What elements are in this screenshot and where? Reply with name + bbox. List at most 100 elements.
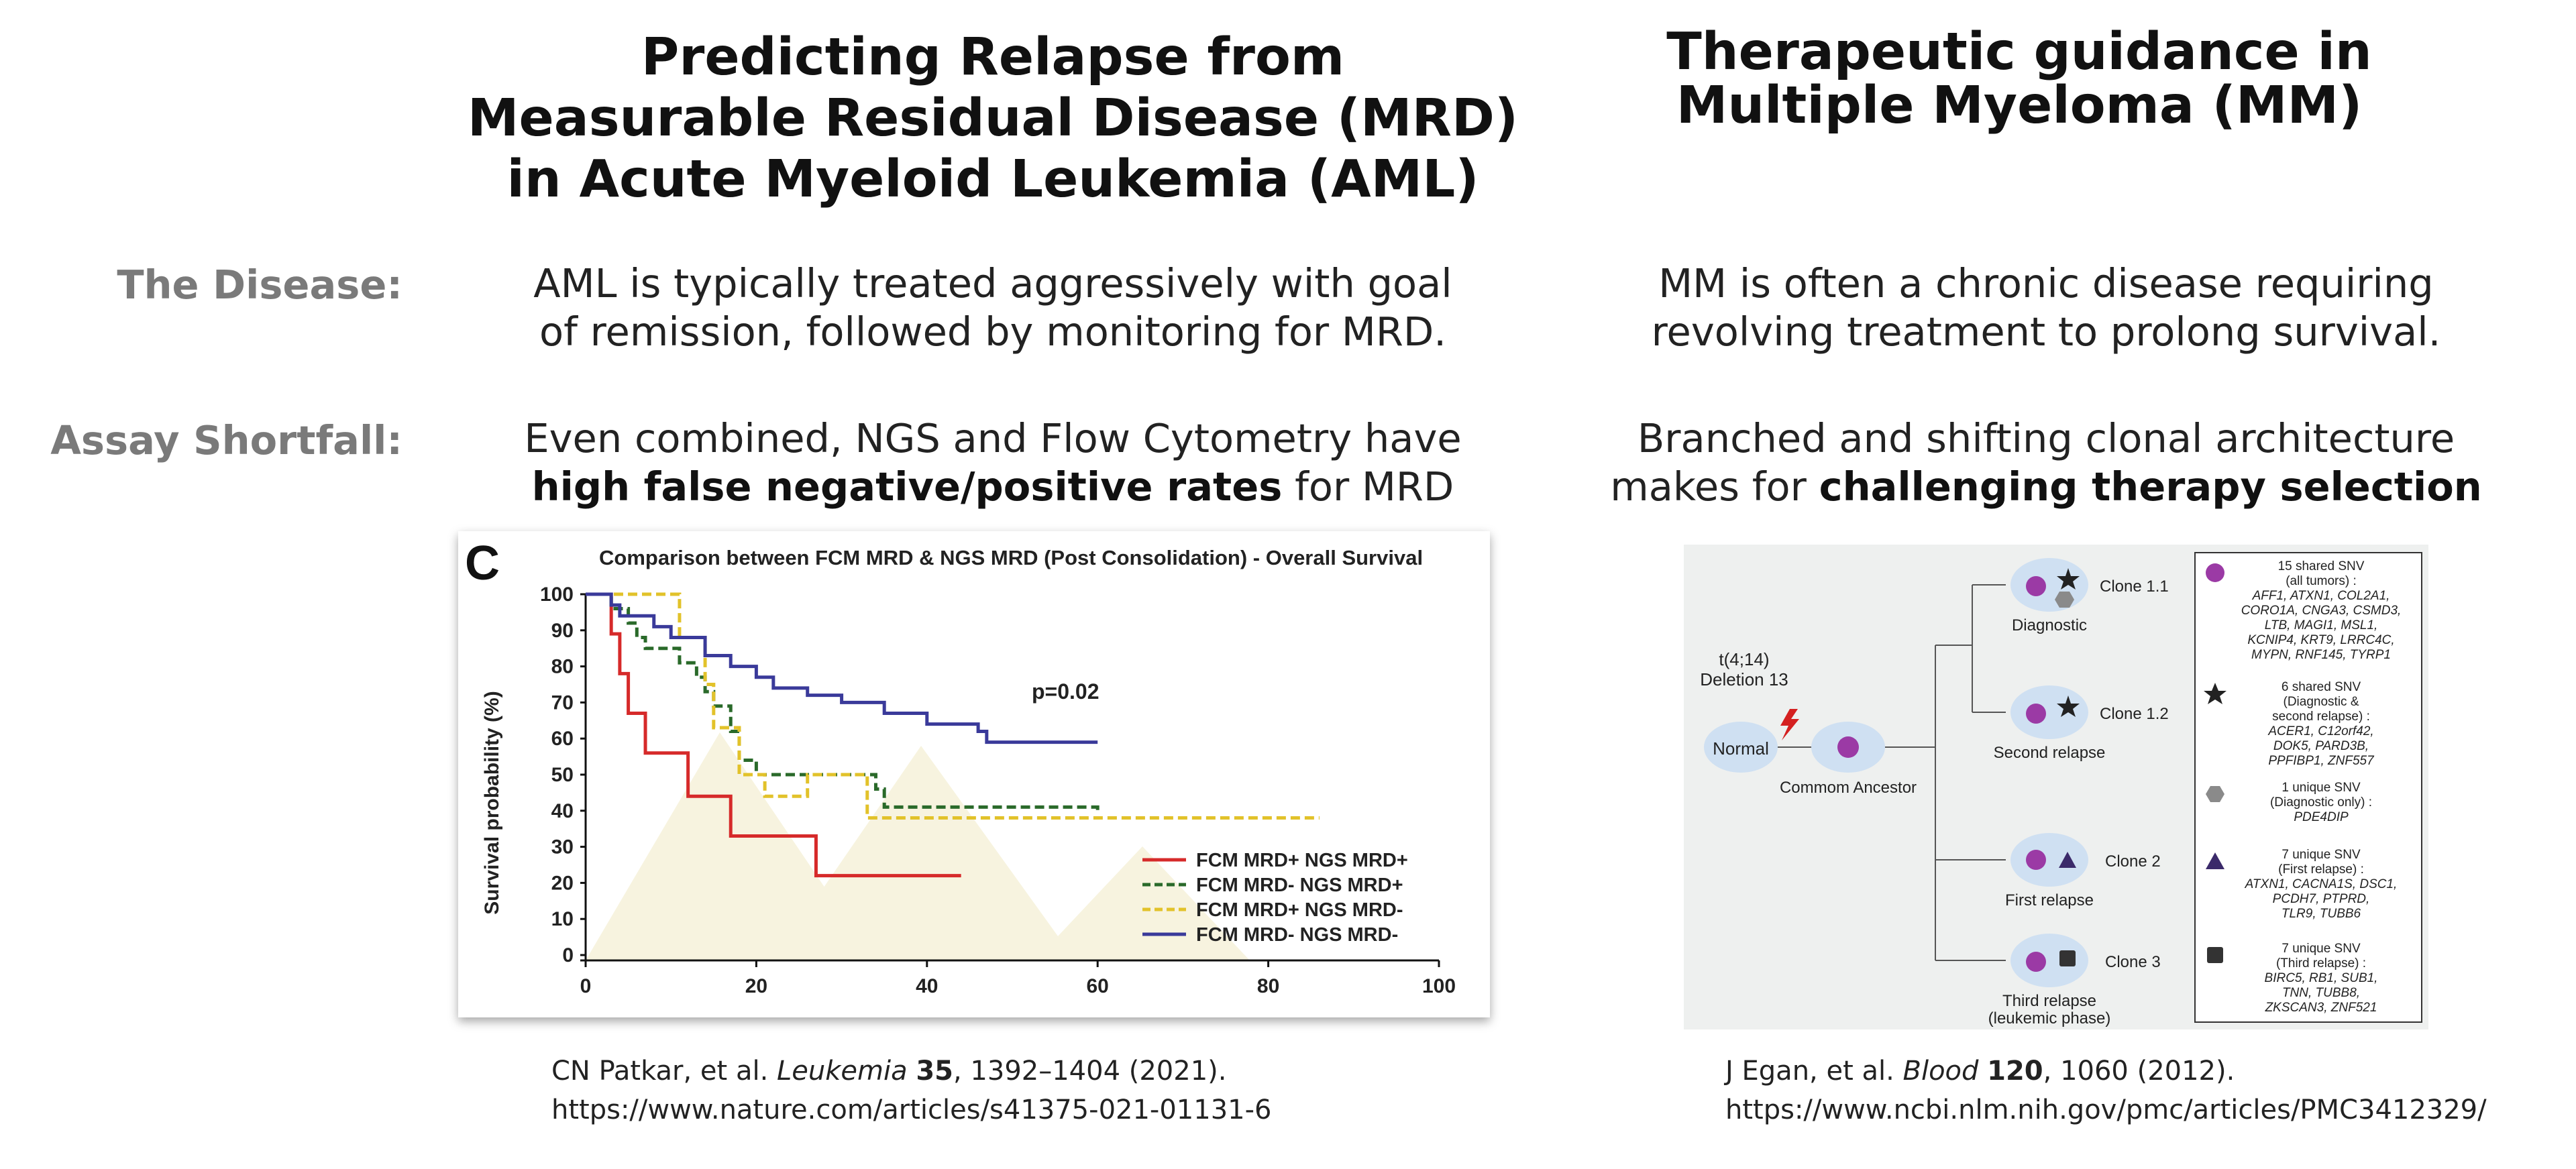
- snv-legend-genes: ATXN1, CACNA1S, DSC1,: [2245, 877, 2398, 891]
- square-icon: [2059, 950, 2076, 966]
- snv-legend-genes: PCDH7, PTPRD,: [2273, 892, 2370, 906]
- citation-volume: 35: [916, 1056, 953, 1087]
- snv-legend-genes: DOK5, PARD3B,: [2273, 739, 2369, 753]
- citation-journal: Blood: [1902, 1056, 1979, 1087]
- node-label: Third relapse: [2002, 992, 2096, 1010]
- text-line: of remission, followed by monitoring for…: [539, 309, 1447, 355]
- purple-circle-icon: [2026, 850, 2046, 870]
- left-shortfall-text: Even combined, NGS and Flow Cytometry ha…: [429, 414, 1556, 511]
- text-span: makes for: [1610, 463, 1819, 510]
- citation-authors: J Egan, et al.: [1725, 1056, 1903, 1087]
- y-tick-label: 100: [540, 583, 574, 606]
- survival-chart-figure: C Comparison between FCM MRD & NGS MRD (…: [458, 531, 1490, 1017]
- snv-legend-genes: TLR9, TUBB6: [2282, 907, 2361, 921]
- citation-pages: , 1392–1404 (2021).: [953, 1056, 1227, 1087]
- p-value: p=0.02: [1032, 679, 1099, 704]
- star-icon: [2057, 568, 2080, 590]
- clone-diagram-figure: Normal Commom Ancestor t(4;14) Deletion …: [1684, 545, 2428, 1029]
- citation-pages: , 1060 (2012).: [2043, 1056, 2235, 1087]
- second-relapse-cell: [2010, 685, 2088, 739]
- translocation-label: t(4;14): [1719, 649, 1769, 669]
- text-line: AML is typically treated aggressively wi…: [533, 260, 1452, 307]
- purple-circle-icon: [2026, 576, 2046, 596]
- chart-title: Comparison between FCM MRD & NGS MRD (Po…: [599, 546, 1423, 569]
- node-label: Second relapse: [1994, 744, 2106, 762]
- y-tick-label: 60: [551, 728, 574, 750]
- y-axis-label: Survival probability (%): [481, 691, 503, 914]
- node-label: (leukemic phase): [1988, 1009, 2111, 1027]
- text-span: for MRD: [1282, 463, 1454, 510]
- y-tick-label: 30: [551, 836, 574, 858]
- legend-label: FCM MRD+ NGS MRD-: [1196, 899, 1403, 921]
- text-line: Branched and shifting clonal architectur…: [1637, 415, 2455, 461]
- snv-legend: 15 shared SNV(all tumors) :AFF1, ATXN1, …: [2204, 559, 2401, 1015]
- node-label: Diagnostic: [2012, 616, 2087, 634]
- left-title-line: Predicting Relapse from: [641, 27, 1345, 87]
- clone-label: Clone 2: [2105, 852, 2161, 871]
- purple-circle-icon: [2026, 952, 2046, 972]
- square-icon: [2207, 947, 2223, 963]
- y-tick-label: 50: [551, 764, 574, 786]
- text-line: MM is often a chronic disease requiring: [1658, 260, 2434, 307]
- right-disease-text: MM is often a chronic disease requiring …: [1550, 260, 2542, 356]
- snv-legend-genes: ZKSCAN3, ZNF521: [2265, 1001, 2377, 1015]
- right-title: Therapeutic guidance in Multiple Myeloma…: [1550, 25, 2489, 133]
- snv-legend-heading: (First relapse) :: [2278, 862, 2364, 877]
- citation-url[interactable]: https://www.ncbi.nlm.nih.gov/pmc/article…: [1725, 1095, 2487, 1125]
- purple-circle-icon: [2206, 563, 2224, 582]
- deletion-label: Deletion 13: [1700, 669, 1788, 689]
- snv-legend-heading: (Third relapse) :: [2276, 956, 2366, 970]
- left-disease-text: AML is typically treated aggressively wi…: [429, 260, 1556, 356]
- snv-legend-genes: MYPN, RNF145, TYRP1: [2251, 648, 2391, 662]
- first-relapse-cell: [2010, 833, 2088, 887]
- text-line: Even combined, NGS and Flow Cytometry ha…: [524, 415, 1462, 461]
- normal-cell: [1704, 722, 1778, 773]
- right-citation: J Egan, et al. Blood 120, 1060 (2012). h…: [1725, 1052, 2571, 1129]
- clone-label: Clone 1.1: [2100, 577, 2169, 596]
- snv-legend-heading: 6 shared SNV: [2282, 680, 2361, 694]
- watermark-shape: [1035, 846, 1250, 960]
- ancestor-label: Commom Ancestor: [1780, 779, 1917, 797]
- clone-label: Clone 3: [2105, 953, 2161, 971]
- snv-legend-heading: 15 shared SNV: [2278, 559, 2365, 573]
- watermark-shape: [586, 732, 874, 960]
- citation-url[interactable]: https://www.nature.com/articles/s41375-0…: [551, 1095, 1272, 1125]
- citation-line: J Egan, et al. Blood 120, 1060 (2012).: [1725, 1052, 2571, 1091]
- citation-volume: 120: [1987, 1056, 2043, 1087]
- snv-legend-genes: AFF1, ATXN1, COL2A1,: [2252, 589, 2390, 603]
- snv-legend-genes: TNN, TUBB8,: [2282, 986, 2360, 1000]
- y-tick-label: 0: [562, 944, 574, 966]
- triangle-icon: [2206, 852, 2224, 869]
- hexagon-icon: [2206, 786, 2224, 802]
- right-title-line: Therapeutic guidance in: [1666, 22, 2372, 82]
- chart-legend: FCM MRD+ NGS MRD+ FCM MRD- NGS MRD+ FCM MR…: [1142, 850, 1408, 946]
- y-tick-label: 90: [551, 620, 574, 642]
- triangle-icon: [2059, 852, 2076, 868]
- y-tick-label: 10: [551, 908, 574, 930]
- snv-legend-heading: 7 unique SNV: [2282, 848, 2361, 862]
- text-line: makes for challenging therapy selection: [1550, 463, 2542, 511]
- hexagon-icon: [2055, 592, 2074, 608]
- left-citation: CN Patkar, et al. Leukemia 35, 1392–1404…: [551, 1052, 1558, 1129]
- y-tick-label: 70: [551, 691, 574, 714]
- star-icon: [2204, 683, 2226, 704]
- axes: 0 10 20 30 40 50 60 70 80 90 100 0 20 40 60 80 100: [540, 583, 1456, 997]
- left-title-line: in Acute Myeloid Leukemia (AML): [506, 150, 1479, 209]
- citation-authors: CN Patkar, et al.: [551, 1056, 777, 1087]
- left-title: Predicting Relapse from Measurable Resid…: [429, 27, 1556, 210]
- citation-journal: Leukemia: [777, 1056, 908, 1087]
- snv-legend-genes: LTB, MAGI1, MSL1,: [2265, 618, 2378, 632]
- text-line: high false negative/positive rates for M…: [429, 463, 1556, 511]
- star-icon: [2057, 695, 2080, 717]
- left-title-line: Measurable Residual Disease (MRD): [467, 89, 1519, 148]
- snv-legend-genes: CORO1A, CNGA3, CSMD3,: [2241, 604, 2402, 618]
- purple-circle-icon: [1837, 736, 1859, 758]
- survival-curve-2: [586, 592, 1099, 815]
- snv-legend-heading: (Diagnostic only) :: [2270, 795, 2372, 810]
- snv-legend-genes: BIRC5, RB1, SUB1,: [2265, 971, 2378, 985]
- legend-label: FCM MRD- NGS MRD-: [1196, 924, 1398, 946]
- snv-legend-genes: PDE4DIP: [2294, 810, 2349, 824]
- snv-legend-heading: 7 unique SNV: [2282, 942, 2361, 956]
- curves: [586, 592, 1320, 878]
- x-tick-label: 100: [1422, 975, 1456, 997]
